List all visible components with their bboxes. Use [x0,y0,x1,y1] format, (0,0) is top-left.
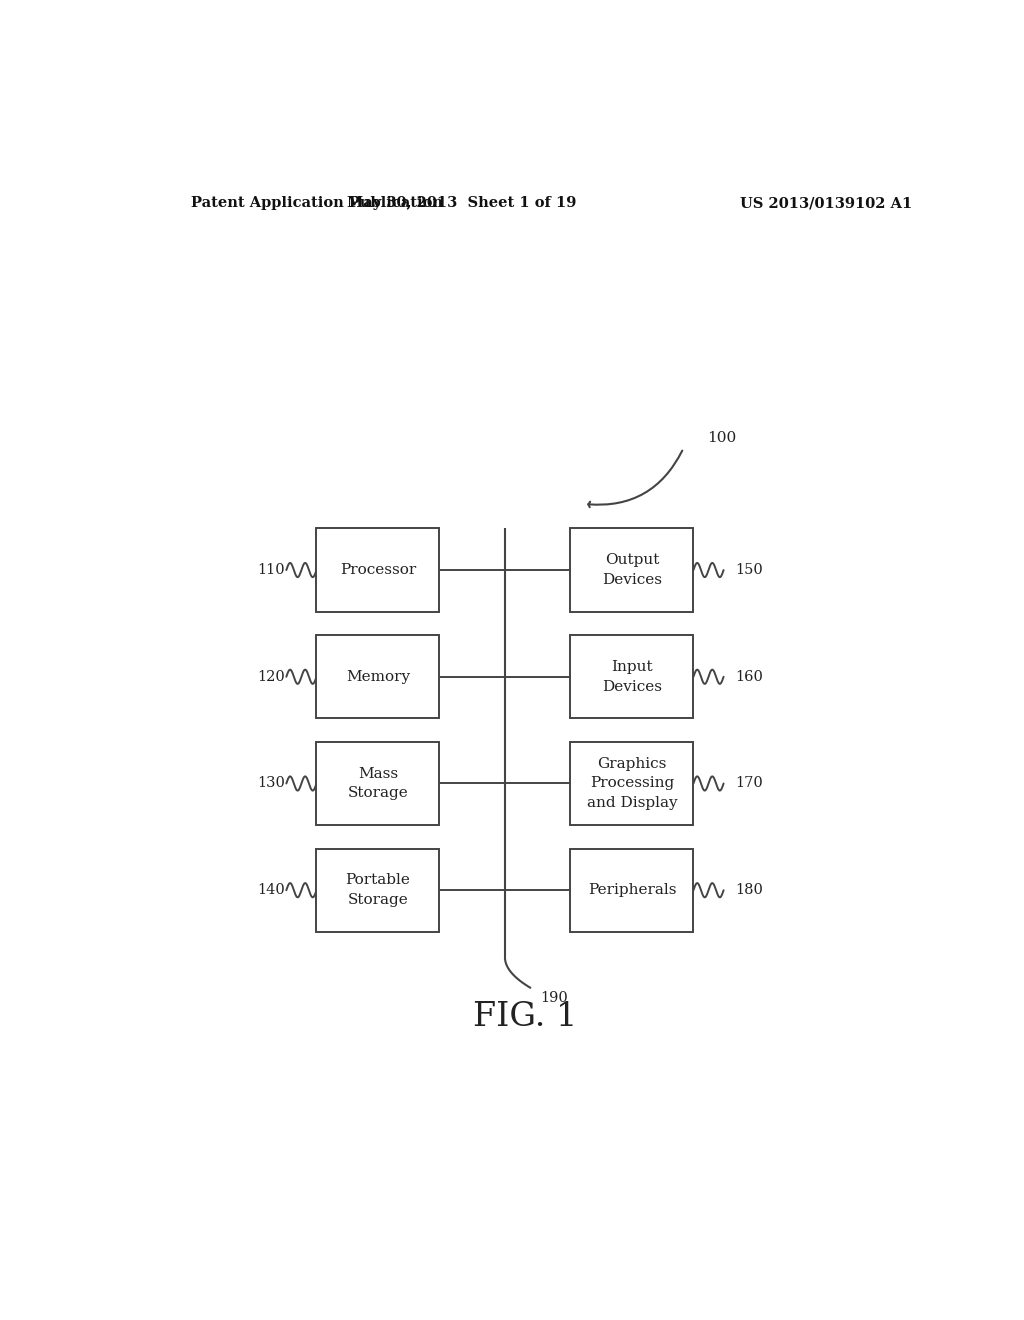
FancyBboxPatch shape [570,849,693,932]
Text: Input
Devices: Input Devices [602,660,662,693]
Text: 100: 100 [708,430,736,445]
Text: Processor: Processor [340,564,416,577]
FancyBboxPatch shape [316,635,439,718]
Text: 150: 150 [735,564,763,577]
FancyBboxPatch shape [570,635,693,718]
Text: Mass
Storage: Mass Storage [347,767,409,800]
Text: May 30, 2013  Sheet 1 of 19: May 30, 2013 Sheet 1 of 19 [347,197,575,210]
Text: 180: 180 [735,883,763,898]
Text: Graphics
Processing
and Display: Graphics Processing and Display [587,756,677,810]
Text: Output
Devices: Output Devices [602,553,662,587]
Text: Patent Application Publication: Patent Application Publication [191,197,443,210]
Text: Portable
Storage: Portable Storage [345,874,411,907]
Text: FIG. 1: FIG. 1 [473,1002,577,1034]
Text: 120: 120 [257,669,285,684]
FancyBboxPatch shape [316,742,439,825]
Text: US 2013/0139102 A1: US 2013/0139102 A1 [740,197,912,210]
Text: 160: 160 [735,669,763,684]
FancyBboxPatch shape [316,849,439,932]
Text: 190: 190 [541,991,568,1005]
FancyBboxPatch shape [570,742,693,825]
Text: Peripherals: Peripherals [588,883,676,898]
FancyBboxPatch shape [316,528,439,611]
Text: 140: 140 [257,883,285,898]
Text: 110: 110 [257,564,285,577]
Text: 170: 170 [735,776,763,791]
FancyBboxPatch shape [570,528,693,611]
Text: 130: 130 [257,776,285,791]
Text: Memory: Memory [346,669,410,684]
